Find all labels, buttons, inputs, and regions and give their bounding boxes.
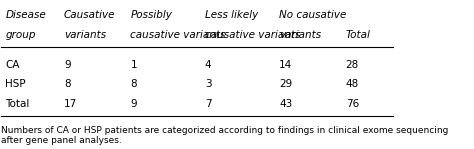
Text: Possibly: Possibly: [130, 10, 173, 20]
Text: Total: Total: [346, 30, 371, 40]
Text: Less likely: Less likely: [205, 10, 258, 20]
Text: Causative: Causative: [64, 10, 116, 20]
Text: CA: CA: [5, 60, 20, 70]
Text: 9: 9: [64, 60, 71, 70]
Text: causative variants: causative variants: [205, 30, 300, 40]
Text: group: group: [5, 30, 36, 40]
Text: 9: 9: [130, 99, 137, 109]
Text: No causative: No causative: [279, 10, 346, 20]
Text: Total: Total: [5, 99, 30, 109]
Text: 43: 43: [279, 99, 292, 109]
Text: HSP: HSP: [5, 79, 26, 89]
Text: Numbers of CA or HSP patients are categorized according to findings in clinical : Numbers of CA or HSP patients are catego…: [1, 126, 449, 145]
Text: 4: 4: [205, 60, 211, 70]
Text: 1: 1: [130, 60, 137, 70]
Text: variants: variants: [64, 30, 106, 40]
Text: causative variants: causative variants: [130, 30, 226, 40]
Text: variants: variants: [279, 30, 321, 40]
Text: 3: 3: [205, 79, 211, 89]
Text: 76: 76: [346, 99, 359, 109]
Text: 8: 8: [64, 79, 71, 89]
Text: 7: 7: [205, 99, 211, 109]
Text: 14: 14: [279, 60, 292, 70]
Text: 17: 17: [64, 99, 77, 109]
Text: 8: 8: [130, 79, 137, 89]
Text: 28: 28: [346, 60, 359, 70]
Text: Disease: Disease: [5, 10, 46, 20]
Text: 48: 48: [346, 79, 359, 89]
Text: 29: 29: [279, 79, 292, 89]
